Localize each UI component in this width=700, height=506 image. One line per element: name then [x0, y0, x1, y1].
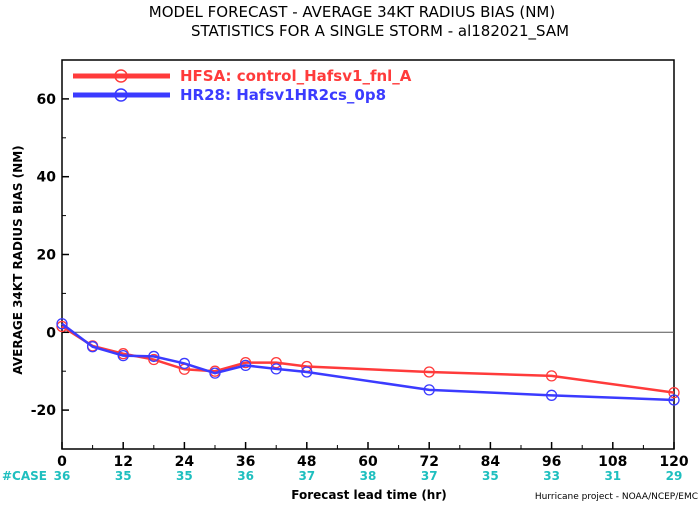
x-tick-label: 108 [598, 454, 627, 470]
x-tick-label: 84 [481, 454, 501, 470]
axis-ticks: -20 0 20 40 60 0 12 24 36 48 60 72 84 96 108 120 [31, 59, 689, 470]
plot-frame [61, 59, 675, 450]
data-point [301, 366, 313, 378]
data-point [178, 357, 191, 370]
data-point [668, 394, 680, 406]
x-tick-label: 96 [542, 454, 561, 470]
x-tick-label: 72 [419, 454, 438, 470]
case-count: 35 [482, 469, 499, 483]
case-count: 35 [115, 469, 132, 483]
case-count: 33 [543, 469, 560, 483]
chart-title: MODEL FORECAST - AVERAGE 34KT RADIUS BIA… [149, 3, 555, 21]
data-point [545, 370, 558, 382]
case-count: 36 [54, 469, 71, 483]
data-point [209, 367, 221, 379]
legend-marker [114, 88, 128, 102]
y-tick-label: 20 [37, 248, 57, 264]
case-count: 37 [298, 469, 315, 483]
y-axis-label: AVERAGE 34KT RADIUS BIAS (NM) [11, 145, 25, 374]
case-count: 37 [421, 469, 438, 483]
x-tick-label: 60 [358, 454, 378, 470]
case-counts: 36 35 35 36 37 38 37 35 33 31 29 [54, 469, 683, 483]
legend-label: HR28: Hafsv1HR2cs_0p8 [180, 86, 386, 104]
x-tick-label: 24 [175, 454, 195, 470]
data-point [148, 350, 160, 363]
y-tick-label: 40 [37, 170, 57, 186]
data-point [239, 356, 252, 369]
case-count: 31 [604, 469, 621, 483]
case-label: #CASE [2, 469, 47, 483]
x-tick-label: 12 [113, 454, 132, 470]
data-point [239, 359, 252, 372]
legend-marker [114, 69, 128, 83]
x-tick-label: 48 [297, 454, 316, 470]
series-line [61, 325, 675, 394]
x-tick-label: 36 [236, 454, 255, 470]
y-tick-label: -20 [31, 403, 57, 419]
x-tick-label: 120 [659, 454, 688, 470]
credit-text: Hurricane project - NOAA/NCEP/EMC [535, 492, 698, 502]
data-point [423, 366, 435, 378]
x-axis-label: Forecast lead time (hr) [291, 488, 447, 502]
data-point [423, 384, 435, 396]
chart-subtitle: STATISTICS FOR A SINGLE STORM - al182021… [191, 22, 569, 41]
case-count: 35 [176, 469, 193, 483]
data-point [668, 386, 680, 399]
data-point [117, 349, 129, 362]
x-tick-label: 0 [57, 454, 67, 470]
data-point [545, 389, 558, 401]
data-point [270, 363, 282, 375]
data-point [56, 318, 68, 330]
case-count: 38 [360, 469, 377, 483]
data-point [86, 341, 99, 353]
data-point [148, 353, 160, 366]
case-count: 29 [666, 469, 683, 483]
y-tick-label: 60 [37, 92, 57, 108]
legend-label: HFSA: control_Hafsv1_fnl_A [180, 67, 412, 85]
y-tick-label: 0 [46, 325, 56, 341]
case-count: 36 [237, 469, 254, 483]
series-layer [56, 318, 680, 406]
